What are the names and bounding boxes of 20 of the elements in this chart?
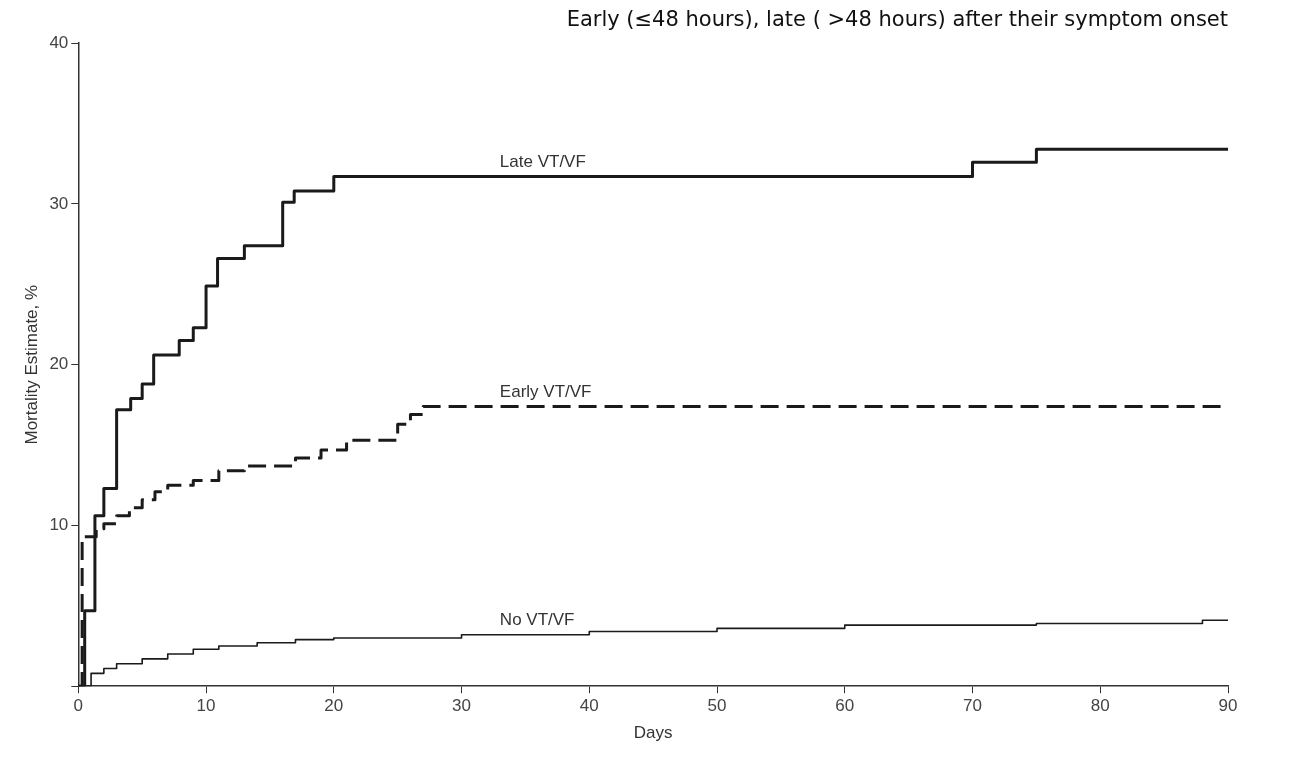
chart-title: Early (≤48 hours), late ( >48 hours) after their symptom onset [566, 7, 1228, 32]
x-tick-label: 90 [1218, 696, 1238, 716]
y-tick-label: 10 [49, 515, 69, 535]
x-tick-label: 60 [835, 696, 855, 716]
x-tick-label: 30 [452, 696, 471, 716]
series-label: Late VT/VF [499, 151, 586, 171]
x-tick-label: 0 [73, 696, 84, 716]
y-tick-label: 40 [49, 32, 69, 52]
x-tick-label: 10 [196, 696, 216, 716]
x-tick-label: 70 [963, 696, 982, 716]
x-tick-label: 50 [707, 696, 727, 716]
y-tick-label: 20 [49, 354, 69, 374]
x-axis-title: Days [633, 723, 673, 743]
series-label: Early VT/VF [499, 381, 592, 401]
series-label: No VT/VF [499, 609, 575, 629]
x-tick-label: 20 [324, 696, 344, 716]
x-tick-label: 80 [1090, 696, 1110, 716]
x-tick-label: 40 [579, 696, 599, 716]
y-axis-title: Mortality Estimate, % [21, 284, 41, 445]
y-tick-label: 30 [49, 193, 69, 213]
